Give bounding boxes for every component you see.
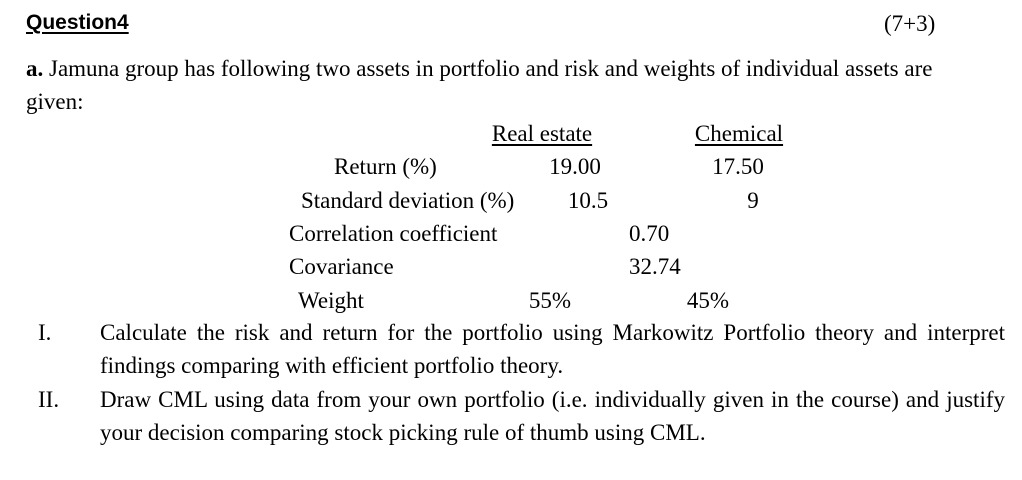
row-stddev-label: Standard deviation (%) <box>301 188 515 213</box>
row-return-chemical: 17.50 <box>712 154 764 179</box>
row-weight-chemical: 45% <box>686 288 730 313</box>
header-real-estate: Real estate <box>491 121 593 146</box>
row-stddev-real-estate: 10.5 <box>567 188 609 213</box>
part-a-paragraph: a. Jamuna group has following two assets… <box>26 52 986 118</box>
row-weight-label: Weight <box>298 288 364 313</box>
item-text: Calculate the risk and return for the po… <box>100 320 1005 378</box>
row-return-real-estate: 19.00 <box>549 154 601 179</box>
row-covariance-label: Covariance <box>289 254 394 279</box>
part-a-label: a. <box>26 56 44 81</box>
item-numeral: I. <box>38 320 52 345</box>
item-text: Draw CML using data from your own portfo… <box>100 387 1005 445</box>
part-a-text: Jamuna group has following two assets in… <box>26 56 933 114</box>
row-weight-real-estate: 55% <box>528 288 572 313</box>
row-correlation-value: 0.70 <box>629 221 670 246</box>
header-chemical: Chemical <box>694 121 784 146</box>
item-numeral: II. <box>38 387 60 412</box>
row-correlation-label: Correlation coefficient <box>289 221 498 246</box>
question-title: Question4 <box>26 11 129 34</box>
row-return-label: Return (%) <box>334 154 437 179</box>
row-stddev-chemical: 9 <box>747 188 759 213</box>
question-marks: (7+3) <box>884 11 936 36</box>
row-covariance-value: 32.74 <box>629 254 681 279</box>
